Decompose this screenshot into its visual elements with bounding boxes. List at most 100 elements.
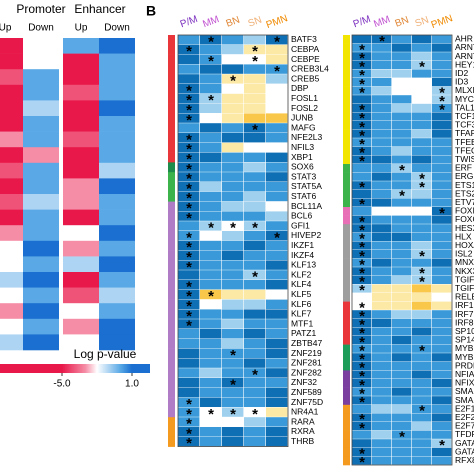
row-label: JUNB <box>291 113 314 123</box>
heatmap-cell <box>392 318 412 327</box>
row-label: ARNT <box>455 42 474 52</box>
heatmap-cell <box>432 387 452 396</box>
heatmap-cell <box>23 318 59 335</box>
row-group <box>168 103 175 114</box>
column-label: BN <box>225 15 242 30</box>
significance-star: * <box>186 396 192 413</box>
heatmap-cell <box>266 397 288 407</box>
row-group <box>343 327 350 337</box>
heatmap-cell <box>432 293 452 302</box>
heatmap-cell <box>392 396 412 405</box>
heatmap-cell <box>266 358 288 368</box>
significance-star: * <box>359 317 365 334</box>
significance-star: * <box>252 406 258 423</box>
row-label: SMAD <box>455 395 474 405</box>
row-label: FOSL1 <box>291 93 318 103</box>
heatmap-cell <box>0 38 23 54</box>
heatmap-cell <box>222 182 244 192</box>
heatmap-cell <box>0 53 23 70</box>
heatmap-cell <box>200 368 222 378</box>
significance-star: * <box>359 41 365 58</box>
heatmap-cell <box>352 430 372 439</box>
row-group <box>168 368 175 379</box>
heatmap-cell <box>178 299 200 309</box>
row-label: IRF7 <box>455 309 474 319</box>
heatmap-cell <box>178 407 200 417</box>
heatmap-cell <box>0 318 23 335</box>
significance-star: * <box>359 308 365 325</box>
heatmap-cell <box>266 35 288 45</box>
significance-star: * <box>359 239 365 256</box>
heatmap-cell <box>178 368 200 378</box>
heatmap-cell <box>352 189 372 198</box>
heatmap-cell <box>392 301 412 310</box>
heatmap-cell <box>392 293 412 302</box>
heatmap-cell <box>352 301 372 310</box>
heatmap-cell <box>23 194 59 210</box>
heatmap-cell <box>63 116 99 132</box>
heatmap-cell <box>392 250 412 259</box>
heatmap-cell <box>0 272 23 288</box>
heatmap-cell <box>222 319 244 329</box>
heatmap-cell <box>372 129 392 138</box>
heatmap-cell <box>99 240 135 257</box>
significance-star: * <box>359 231 365 248</box>
heatmap-cell <box>0 194 23 210</box>
heatmap-cell <box>352 361 372 370</box>
heatmap-cell <box>352 353 372 362</box>
heatmap-cell <box>244 84 266 94</box>
row-group <box>343 52 350 62</box>
heatmap-cell <box>23 178 59 195</box>
significance-star: * <box>186 435 192 452</box>
significance-star: * <box>359 50 365 67</box>
significance-star: * <box>379 33 385 50</box>
heatmap-cell <box>352 267 372 276</box>
significance-star: * <box>359 256 365 273</box>
heatmap-cell <box>200 54 222 64</box>
column-label: Up <box>75 23 88 34</box>
significance-star: * <box>186 278 192 295</box>
heatmap-cell <box>372 379 392 388</box>
heatmap-cell <box>222 152 244 162</box>
heatmap-cell <box>412 86 432 95</box>
heatmap-cell <box>0 209 23 226</box>
row-group <box>343 370 350 380</box>
row-label: CEBPA <box>291 44 320 54</box>
row-label: PATZ1 <box>291 328 316 338</box>
heatmap-cell <box>0 100 23 117</box>
heatmap-cell <box>244 93 266 104</box>
heatmap-cell <box>432 207 452 216</box>
row-label: MTF1 <box>291 318 313 328</box>
row-label: MLXI <box>455 85 474 95</box>
row-label: NFE2L3 <box>291 132 322 142</box>
row-group <box>343 155 350 165</box>
row-label: KLF6 <box>291 299 312 309</box>
significance-star: * <box>186 82 192 99</box>
row-group <box>168 319 175 330</box>
heatmap-cell <box>244 407 266 417</box>
heatmap-cell <box>23 225 59 242</box>
heatmap-cell <box>432 164 452 173</box>
heatmap-cell <box>222 172 244 182</box>
heatmap-cell <box>244 427 266 437</box>
heatmap-cell <box>266 427 288 437</box>
heatmap-cell <box>222 103 244 113</box>
row-label: ZNF219 <box>291 348 322 358</box>
row-group <box>168 329 175 340</box>
heatmap-cell <box>200 84 222 94</box>
significance-star: * <box>186 425 192 442</box>
heatmap-cell <box>244 299 266 309</box>
heatmap-cell <box>23 131 59 148</box>
heatmap-cell <box>178 172 200 182</box>
heatmap-cell <box>178 319 200 329</box>
significance-star: * <box>186 318 192 335</box>
row-label: TFEC <box>455 145 474 155</box>
heatmap-cell <box>244 436 266 447</box>
row-label: BCL11A <box>291 201 322 211</box>
heatmap-cell <box>23 240 59 257</box>
row-group <box>168 231 175 242</box>
row-label: ZNF282 <box>291 367 322 377</box>
heatmap-cell <box>352 164 372 173</box>
heatmap-cell <box>352 456 372 465</box>
row-label: ZNF281 <box>291 358 322 368</box>
